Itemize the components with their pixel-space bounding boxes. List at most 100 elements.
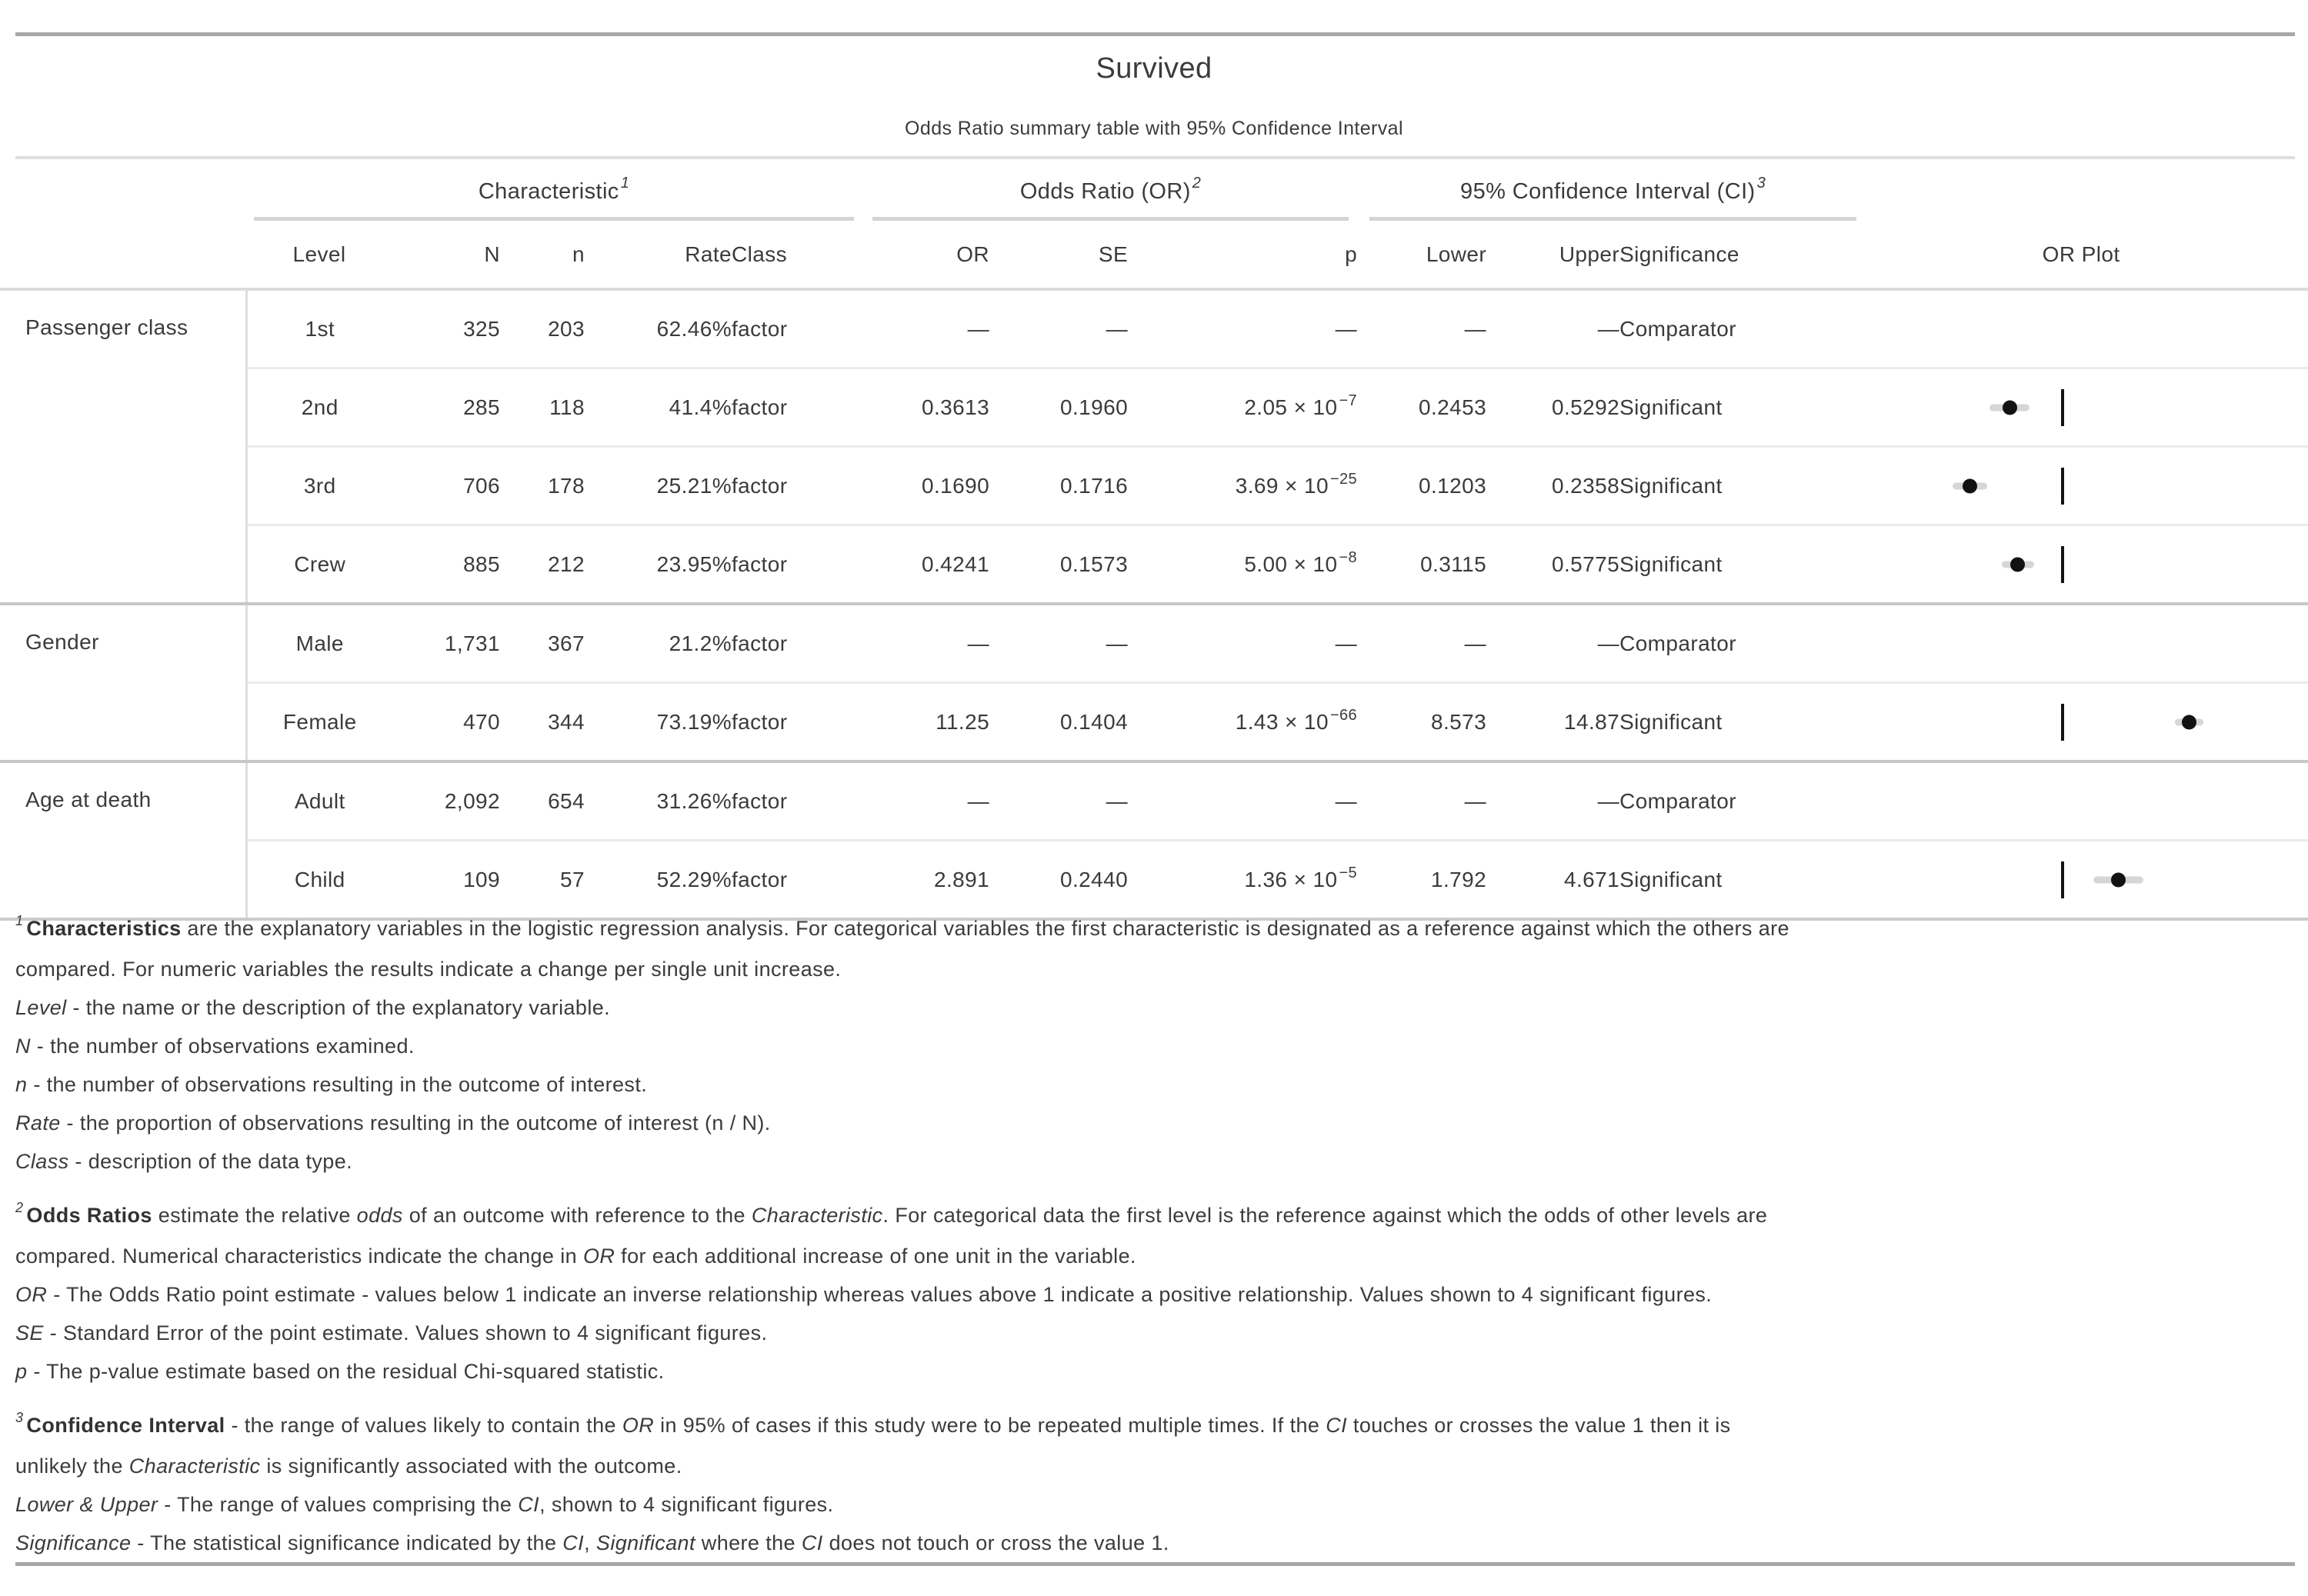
table-row: Crew 885 212 23.95% factor 0.4241 0.1573…: [0, 524, 2308, 604]
cell-p: 3.69 × 10 −25: [1128, 445, 1358, 525]
cell-lower: —: [1464, 316, 1487, 341]
or-reference-line: [2061, 861, 2065, 898]
cell-rate: 52.29%: [585, 839, 732, 921]
cell-level: Adult: [246, 760, 392, 841]
cell-se: 0.1960: [989, 367, 1129, 447]
footnote-line: unlikely the Characteristic is significa…: [15, 1454, 682, 1478]
column-header-significance: Significance: [1619, 221, 1878, 291]
footnote-line: 2 Odds Ratios estimate the relative odds …: [15, 1200, 1768, 1227]
cell-p: —: [1128, 760, 1358, 841]
footnote-line: p - The p-value estimate based on the re…: [15, 1360, 665, 1383]
group-header-characteristic: Characteristic 1: [254, 175, 855, 221]
or-plot-cell: [1877, 602, 2308, 683]
or-point-estimate-dot: [2181, 715, 2196, 729]
cell-level: Female: [246, 681, 392, 761]
footnote-confidence-interval: 3 Confidence Interval - the range of valu…: [15, 1406, 2293, 1562]
footnote-characteristics: 1 Characteristics are the explanatory var…: [15, 909, 2293, 1181]
odds-ratio-summary-table: Characteristic 1 Odds Ratio (OR) 2 95% Con…: [0, 159, 2308, 921]
cell-rate: 21.2%: [585, 602, 732, 683]
cell-n-outcome: 654: [500, 760, 585, 841]
group-header-confidence-interval: 95% Confidence Interval (CI) 3: [1369, 175, 1857, 221]
subtitle-rule: [15, 156, 2295, 159]
cell-rate: 41.4%: [585, 367, 732, 447]
or-plot-cell: [1877, 524, 2308, 604]
footnote-line: SE - Standard Error of the point estimat…: [15, 1321, 768, 1344]
cell-n-outcome: 344: [500, 681, 585, 761]
cell-p: 1.36 × 10 −5: [1128, 839, 1358, 921]
cell-significance: Comparator: [1619, 602, 1878, 683]
cell-p: 2.05 × 10 −7: [1128, 367, 1358, 447]
cell-or: 0.1690: [859, 445, 990, 525]
cell-n-outcome: 203: [548, 316, 585, 341]
table-row: 3rd 706 178 25.21% factor 0.1690 0.1716 …: [0, 445, 2308, 525]
footnote-line: N - the number of observations examined.: [15, 1035, 415, 1058]
footnote-line: Lower & Upper - The range of values comp…: [15, 1493, 834, 1516]
cell-significance: Comparator: [1619, 316, 1736, 341]
or-plot-cell: [1877, 839, 2308, 921]
cell-lower: 1.792: [1357, 839, 1487, 921]
or-plot-cell: [1877, 367, 2308, 447]
cell-or: 0.3613: [859, 367, 990, 447]
cell-se: 0.1404: [989, 681, 1129, 761]
cell-n-outcome: 118: [500, 367, 585, 447]
cell-p: 5.00 × 10 −8: [1128, 524, 1358, 604]
footnote-marker-1: 1: [620, 175, 630, 192]
cell-lower: 0.3115: [1357, 524, 1487, 604]
cell-upper: —: [1597, 316, 1620, 341]
cell-n-total: 325: [463, 316, 500, 341]
page-title: Survived: [1096, 52, 1212, 85]
group-header-odds-ratio: Odds Ratio (OR) 2: [872, 175, 1349, 221]
footnote-marker-2: 2: [1192, 175, 1202, 192]
cell-n-outcome: 367: [500, 602, 585, 683]
column-header-lower: Lower: [1357, 221, 1487, 291]
or-point-estimate-dot: [2010, 557, 2026, 571]
footnote-line: Rate - the proportion of observations re…: [15, 1111, 771, 1135]
column-header-row: Level N n Rate Class OR SE p Lower Upper…: [0, 221, 2308, 291]
footnote-line: Level - the name or the description of t…: [15, 996, 611, 1019]
column-header-n-outcome: n: [500, 221, 585, 291]
page-subtitle: Odds Ratio summary table with 95% Confid…: [905, 118, 1403, 139]
cell-upper: 4.671: [1486, 839, 1620, 921]
cell-p: —: [1335, 316, 1358, 341]
or-reference-line: [2061, 467, 2065, 505]
column-header-se: SE: [989, 221, 1129, 291]
group-header-label: 95% Confidence Interval (CI): [1460, 179, 1756, 204]
cell-se: 0.1573: [989, 524, 1129, 604]
or-plot-cell: [1877, 681, 2308, 761]
cell-lower: 8.573: [1357, 681, 1487, 761]
footnote-line: OR - The Odds Ratio point estimate - val…: [15, 1283, 1713, 1306]
row-group-label-age-at-death: Age at death: [0, 760, 248, 921]
table-row: Gender Male 1,731 367 21.2% factor — — —…: [0, 602, 2308, 761]
cell-significance: Significant: [1619, 524, 1878, 604]
cell-rate: 31.26%: [585, 760, 732, 841]
top-rule: [15, 32, 2295, 36]
group-header-spacer: [1877, 159, 2308, 221]
cell-class: factor: [732, 602, 859, 683]
cell-significance: Significant: [1619, 445, 1878, 525]
cell-se: —: [989, 602, 1129, 683]
cell-upper: —: [1486, 602, 1620, 683]
cell-upper: 0.2358: [1486, 445, 1620, 525]
footnote-line: Significance - The statistical significa…: [15, 1531, 1169, 1554]
group-header-spacer: [0, 159, 246, 221]
cell-class: factor: [732, 445, 859, 525]
cell-or: 0.4241: [859, 524, 990, 604]
cell-level: Male: [246, 602, 392, 683]
bottom-rule: [15, 1562, 2295, 1566]
table-row: Passenger class 1st 325 203 62.46% facto…: [0, 289, 2308, 604]
cell-level: 1st: [305, 316, 335, 341]
cell-significance: Comparator: [1619, 760, 1878, 841]
row-group-label-gender: Gender: [0, 602, 248, 761]
column-header-p: p: [1128, 221, 1358, 291]
footnote-marker-3: 3: [1756, 175, 1766, 192]
cell-level: Crew: [246, 524, 392, 604]
or-point-estimate-dot: [2002, 400, 2017, 415]
footnote-line: compared. Numerical characteristics indi…: [15, 1244, 1136, 1268]
cell-rate: 73.19%: [585, 681, 732, 761]
cell-lower: 0.1203: [1357, 445, 1487, 525]
table-row: 2nd 285 118 41.4% factor 0.3613 0.1960 2…: [0, 367, 2308, 447]
cell-p: 1.43 × 10 −66: [1128, 681, 1358, 761]
cell-n-total: 2,092: [392, 760, 500, 841]
column-header-or: OR: [859, 221, 990, 291]
